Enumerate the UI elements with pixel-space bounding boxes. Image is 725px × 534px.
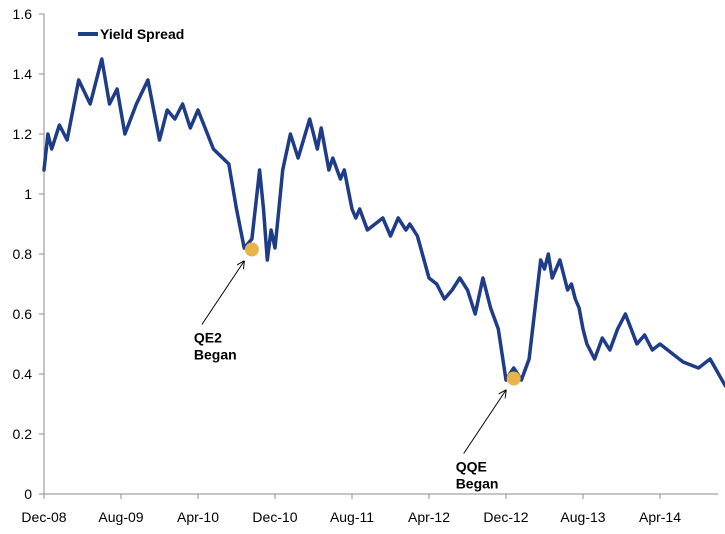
x-tick-label: Aug-13 [560,509,605,525]
series-line-yield-spread [42,57,725,388]
annotation-marker [244,242,259,257]
y-tick-label: 1.6 [13,6,33,22]
x-tick-label: Aug-11 [330,509,374,525]
x-tick-label: Dec-12 [483,509,528,525]
x-axis: Dec-08 Aug-09 Apr-10 Dec-10 Aug-11 Apr-12 Dec-… [21,493,718,525]
y-tick-label: 1 [24,186,32,202]
x-tick-label: Apr-12 [408,509,450,525]
series-layer [42,57,725,388]
annotation-label-line1: QE2 [194,330,222,346]
x-tick-label: Aug-09 [98,509,143,525]
x-tick-label: Apr-10 [177,509,219,525]
y-tick-label: 0 [24,486,32,502]
annotation-arrow [463,391,506,454]
x-tick-label: Dec-10 [252,509,297,525]
y-tick-label: 1.4 [13,66,33,82]
annotation-arrow [201,262,244,325]
y-tick-label: 0.2 [13,426,33,442]
legend-label-yield-spread: Yield Spread [100,26,184,42]
annotation-label-line1: QQE [456,459,487,475]
annotation-label-line2: Began [194,347,237,363]
annotation-marker [506,371,521,386]
y-tick-label: 1.2 [13,126,33,142]
y-tick-label: 0.6 [13,306,33,322]
y-axis: 0 0.2 0.4 0.6 0.8 1 1.2 1.4 1.6 [13,6,45,502]
annotation-label-line2: Began [456,476,499,492]
legend: Yield Spread [78,26,184,42]
x-tick-label: Dec-08 [21,509,66,525]
x-tick-label: Apr-14 [639,509,681,525]
y-tick-label: 0.8 [13,246,33,262]
y-tick-label: 0.4 [13,366,33,382]
